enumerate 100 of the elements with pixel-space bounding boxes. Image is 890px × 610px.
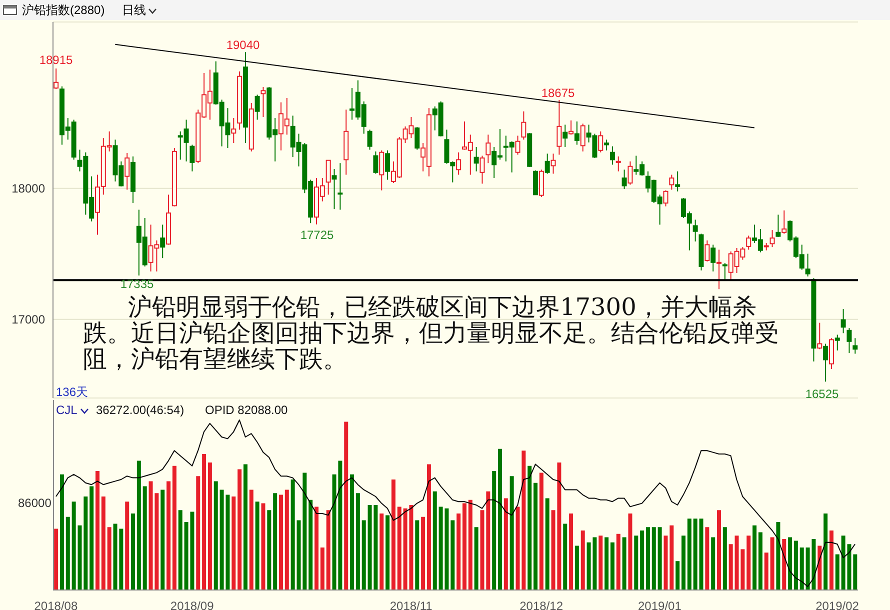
bar <box>232 496 236 590</box>
candlestick <box>474 146 479 172</box>
candlestick <box>538 169 544 198</box>
bar <box>722 527 727 590</box>
bar <box>380 514 384 590</box>
bar <box>66 516 70 590</box>
candlestick <box>562 124 568 148</box>
bar <box>160 490 165 590</box>
candlestick <box>160 224 166 259</box>
bar <box>770 537 774 590</box>
bar <box>101 496 106 590</box>
text: 86000 <box>18 496 52 510</box>
y-tick-label: 17000 <box>12 312 46 327</box>
bar <box>84 496 88 590</box>
candlestick <box>628 160 633 186</box>
candlestick <box>852 338 858 354</box>
bar <box>563 524 568 590</box>
bar <box>267 510 272 590</box>
bar <box>284 490 289 590</box>
bar <box>196 476 200 590</box>
bar <box>356 493 360 590</box>
bar <box>604 537 609 590</box>
x-tick-label: 2018/08 <box>34 599 78 610</box>
x-tick-label: 2019/01 <box>638 599 682 610</box>
bar <box>362 520 366 590</box>
bar <box>776 522 780 590</box>
bar <box>652 527 656 590</box>
bar <box>421 516 426 590</box>
annotation: 16525 <box>804 387 840 401</box>
bar <box>628 514 632 590</box>
bar <box>474 527 478 590</box>
bar <box>255 502 260 590</box>
bar <box>107 527 112 590</box>
candlestick <box>521 110 526 140</box>
candlestick <box>716 249 722 290</box>
bar <box>829 530 834 590</box>
bar <box>569 514 574 590</box>
candlestick <box>231 118 236 144</box>
bar <box>616 534 620 590</box>
bar <box>646 527 650 590</box>
candlestick <box>260 86 266 118</box>
bar <box>261 503 266 590</box>
annotation: 136天 <box>56 384 88 401</box>
candlestick <box>556 99 562 156</box>
bar <box>794 540 798 590</box>
candlestick <box>692 219 698 242</box>
annotation: 18675 <box>540 86 576 100</box>
bar <box>746 536 751 590</box>
candlestick <box>54 68 59 90</box>
chart-title: 沪铅指数(2880) <box>22 2 105 19</box>
candlestick <box>568 120 574 136</box>
candlestick <box>338 162 343 210</box>
bar <box>711 537 716 590</box>
candlestick <box>190 144 195 172</box>
candlestick <box>675 170 680 192</box>
bar <box>386 515 390 590</box>
bar <box>504 498 508 590</box>
candlestick <box>834 334 840 351</box>
annotation: 17725 <box>299 228 335 242</box>
annotation: 19040 <box>225 38 261 52</box>
bar <box>752 525 757 590</box>
bar <box>670 525 674 590</box>
bar <box>302 472 307 590</box>
bar <box>278 494 283 590</box>
candlestick <box>746 235 752 250</box>
candlestick <box>550 153 556 174</box>
bar <box>598 536 603 590</box>
bar <box>486 491 490 590</box>
candlestick <box>782 210 787 234</box>
bar <box>178 510 182 590</box>
bar <box>308 500 313 590</box>
bar <box>243 464 248 590</box>
candlestick <box>367 129 372 150</box>
bar <box>426 464 431 590</box>
text: 36272.00(46:54) <box>96 403 184 417</box>
bar <box>788 537 792 590</box>
bar <box>658 527 662 590</box>
bar <box>136 460 141 590</box>
bar <box>468 500 472 590</box>
bar <box>238 469 242 590</box>
x-tick-label: 2018/11 <box>390 599 433 610</box>
bar <box>681 536 686 590</box>
bar <box>800 548 804 590</box>
annotation: 沪铅明显弱于伦铅，已经跌破区间下边界17300，并大幅杀跌。近日沪铅企图回抽下边界，但力量明显不足。结合伦铅反弹受阻，沪铅有望继续下跌。 <box>83 293 780 373</box>
candlestick <box>332 168 337 210</box>
bar <box>687 518 692 590</box>
bar <box>90 486 94 590</box>
candlestick <box>710 244 716 272</box>
x-tick-label: 2018/12 <box>520 599 564 610</box>
bar <box>96 471 100 590</box>
bar <box>758 532 762 590</box>
bar <box>166 481 171 590</box>
bar <box>320 548 324 590</box>
candlestick <box>456 152 462 176</box>
candlestick <box>610 146 615 166</box>
candlestick <box>385 150 390 180</box>
candlestick <box>805 253 810 277</box>
candlestick <box>663 190 668 207</box>
candlestick <box>604 139 610 151</box>
candlestick <box>598 130 604 153</box>
